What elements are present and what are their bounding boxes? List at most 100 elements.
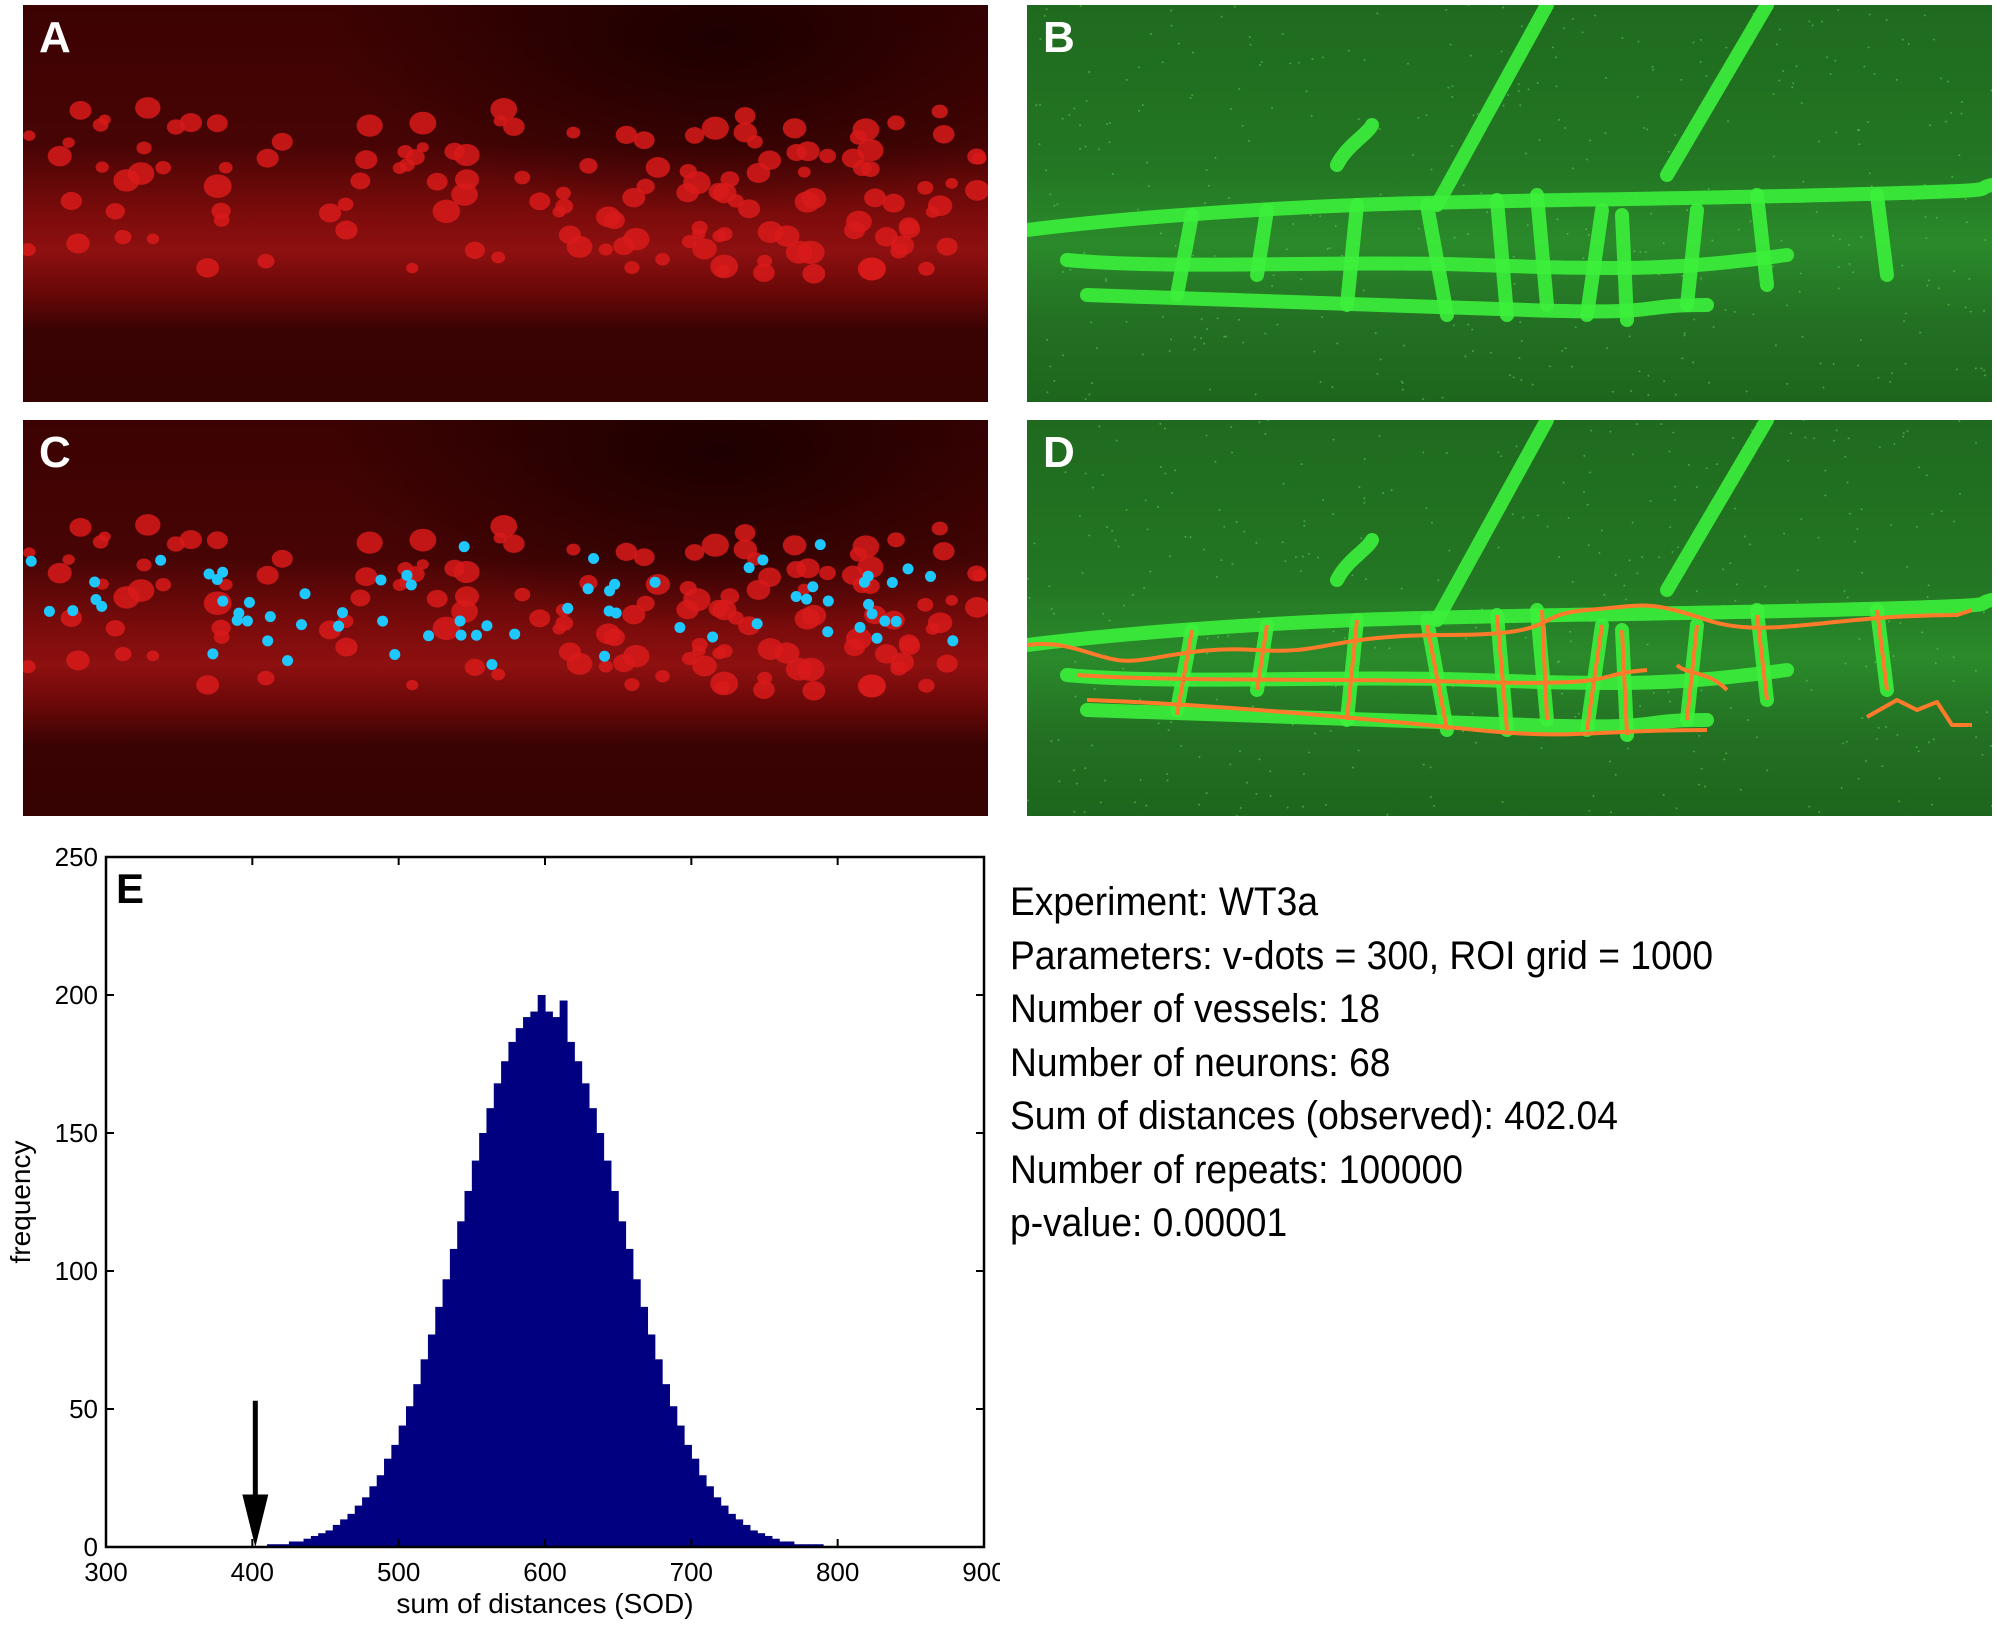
- speckle: [1081, 571, 1084, 574]
- neuron-cell: [426, 589, 448, 608]
- neuron-cell: [256, 565, 279, 585]
- speckle: [1857, 777, 1860, 780]
- speckle: [1524, 152, 1527, 155]
- sod-histogram: 300 400 500 600 700 800 900 0 50 100 150 200 250 E s…: [5, 842, 1000, 1619]
- panel-label-c: C: [39, 428, 71, 477]
- neuron-marker: [707, 631, 719, 643]
- speckle: [1668, 700, 1671, 703]
- panel-b-vessels-image: B: [1027, 5, 1992, 402]
- speckle: [1193, 348, 1196, 351]
- speckle: [1564, 127, 1567, 130]
- speckle: [1686, 209, 1689, 212]
- histogram-bar: [486, 1108, 495, 1547]
- neuron-cell: [887, 532, 905, 548]
- speckle: [1122, 667, 1125, 670]
- p-value: p-value: 0.00001: [1010, 1201, 1288, 1245]
- speckle: [1237, 318, 1240, 321]
- speckle: [1630, 389, 1633, 392]
- speckle: [1724, 309, 1727, 312]
- speckle: [1932, 738, 1935, 741]
- speckle: [1362, 289, 1365, 292]
- speckle: [1796, 600, 1799, 603]
- histogram-bar: [545, 1011, 553, 1547]
- speckle: [1220, 559, 1223, 562]
- speckle: [1289, 62, 1292, 65]
- histogram-bar: [625, 1248, 634, 1547]
- vessel: [1330, 533, 1379, 587]
- neuron-cell: [874, 227, 898, 247]
- speckle: [1526, 224, 1529, 227]
- speckle: [1313, 732, 1316, 735]
- neuron-cell: [802, 263, 826, 284]
- speckle: [1064, 471, 1067, 474]
- speckle: [1049, 193, 1052, 196]
- neuron-cell: [166, 119, 185, 135]
- speckle: [1840, 786, 1843, 789]
- neuron-cell: [135, 514, 161, 536]
- x-tick-label: 900: [962, 1557, 1000, 1587]
- speckle: [1305, 90, 1308, 93]
- speckle: [1582, 257, 1585, 260]
- neuron-marker: [886, 576, 898, 588]
- speckle: [1276, 323, 1279, 326]
- speckle: [1311, 57, 1314, 60]
- histogram-bar: [684, 1444, 692, 1547]
- histogram-bar: [808, 1544, 817, 1547]
- histogram-bar: [493, 1083, 502, 1547]
- speckle: [1351, 766, 1354, 769]
- speckle: [1238, 87, 1241, 90]
- speckle: [1674, 393, 1677, 396]
- neuron-cell: [206, 531, 228, 550]
- speckle: [1605, 347, 1608, 350]
- speckle: [1159, 465, 1162, 468]
- speckle: [1990, 89, 1992, 92]
- speckle: [1646, 643, 1649, 646]
- speckle: [1269, 770, 1272, 773]
- speckle: [1639, 705, 1642, 708]
- vessel-count: Number of vessels: 18: [1010, 987, 1381, 1031]
- speckle: [1832, 439, 1835, 442]
- neuron-cell: [114, 229, 132, 245]
- speckle: [1520, 339, 1523, 342]
- speckle: [1692, 361, 1695, 364]
- speckle: [1332, 438, 1335, 441]
- speckle: [1729, 562, 1732, 565]
- speckle: [1958, 154, 1961, 157]
- neuron-cell: [917, 598, 934, 612]
- neuron-cell: [633, 548, 655, 567]
- speckle: [1867, 46, 1870, 49]
- neuron-cell: [432, 616, 461, 641]
- neuron-cell: [356, 531, 383, 554]
- speckle: [1437, 579, 1440, 582]
- repeat-count: Number of repeats: 100000: [1010, 1147, 1463, 1192]
- speckle: [1475, 626, 1478, 629]
- speckle: [1343, 636, 1346, 639]
- speckle: [1248, 35, 1251, 38]
- neuron-marker: [377, 615, 389, 627]
- neuron-cell: [684, 544, 705, 561]
- speckle: [1881, 765, 1884, 768]
- speckle: [1159, 422, 1162, 425]
- speckle: [1403, 344, 1406, 347]
- speckle: [1501, 800, 1504, 803]
- speckle: [1117, 545, 1120, 548]
- speckle: [1049, 365, 1052, 368]
- x-tick-label: 400: [231, 1557, 274, 1587]
- speckle: [1583, 454, 1586, 457]
- histogram-bar: [727, 1513, 736, 1547]
- neuron-cell: [464, 658, 485, 676]
- neuron-cell: [271, 132, 293, 151]
- speckle: [1170, 338, 1173, 341]
- speckle: [1319, 215, 1322, 218]
- neuron-cell: [196, 675, 220, 695]
- speckle: [1569, 630, 1572, 633]
- speckle: [1046, 391, 1049, 394]
- speckle: [1705, 467, 1708, 470]
- vessel-trace: [1755, 614, 1769, 701]
- speckle: [1641, 556, 1644, 559]
- speckle: [1750, 429, 1753, 432]
- histogram-bar: [471, 1160, 480, 1547]
- speckle: [1735, 583, 1738, 586]
- speckle: [1411, 154, 1414, 157]
- speckle: [1704, 785, 1707, 788]
